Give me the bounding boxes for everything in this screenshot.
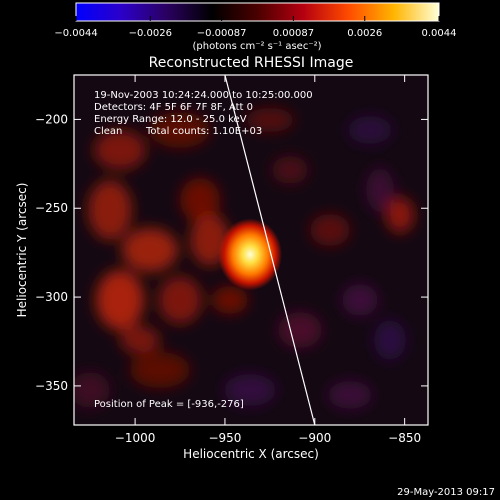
heatmap-patch bbox=[348, 116, 392, 144]
heatmap-patch bbox=[374, 320, 406, 360]
heatmap-image bbox=[74, 108, 414, 409]
heatmap-patch bbox=[224, 374, 276, 406]
peak-source bbox=[218, 218, 283, 291]
heatmap-patch bbox=[94, 130, 146, 170]
colorbar-tick-label: 0.0026 bbox=[347, 28, 382, 39]
info-annotations: 19-Nov-2003 10:24:24.000 to 10:25:00.000… bbox=[94, 90, 313, 410]
x-axis-label: Heliocentric X (arcsec) bbox=[183, 447, 319, 461]
x-tick-label: −850 bbox=[388, 431, 421, 445]
x-tick-label: −1000 bbox=[115, 431, 156, 445]
colorbar-tick-label: 0.00087 bbox=[273, 28, 314, 39]
heatmap-patch bbox=[88, 180, 132, 240]
heatmap-patch bbox=[328, 381, 372, 409]
colorbar-unit-label: (photons cm⁻² s⁻¹ asec⁻²) bbox=[192, 41, 321, 52]
colorbar-gradient bbox=[75, 2, 440, 22]
heatmap-patch bbox=[212, 286, 248, 314]
heatmap-patch bbox=[342, 284, 378, 316]
x-tick-label: −950 bbox=[208, 431, 241, 445]
y-axis-label: Heliocentric Y (arcsec) bbox=[15, 183, 29, 318]
y-tick-label: −350 bbox=[35, 379, 68, 393]
heatmap-patch bbox=[96, 270, 144, 330]
solar-limb-line bbox=[224, 74, 316, 426]
heatmap-patch bbox=[310, 214, 350, 246]
chart-title: Reconstructed RHESSI Image bbox=[149, 55, 354, 71]
heatmap-patch bbox=[120, 326, 160, 354]
colorbar-ticks: −0.0044 −0.0026 −0.00087 0.00087 0.0026 0.004… bbox=[54, 16, 457, 39]
y-tick-label: −250 bbox=[35, 201, 68, 215]
annotation-algorithm: Clean bbox=[94, 126, 122, 137]
heatmap-patch bbox=[278, 312, 322, 348]
heatmap-patch bbox=[150, 112, 210, 148]
axis-ticks: −1000 −950 −900 −850 −200 −250 −300 −350 bbox=[35, 75, 428, 445]
heatmap-patch bbox=[74, 372, 110, 408]
colorbar-tick-label: 0.0044 bbox=[422, 28, 457, 39]
annotation-time-range: 19-Nov-2003 10:24:24.000 to 10:25:00.000 bbox=[94, 90, 313, 101]
annotation-detectors: Detectors: 4F 5F 6F 7F 8F, Att 0 bbox=[94, 102, 253, 113]
heatmap-patch bbox=[130, 352, 190, 388]
heatmap-patch bbox=[180, 178, 220, 222]
heatmap-patch bbox=[158, 276, 202, 324]
plot-frame bbox=[73, 74, 429, 426]
colorbar-tick-label: −0.0026 bbox=[129, 28, 172, 39]
colorbar-tick-label: −0.00087 bbox=[197, 28, 247, 39]
x-tick-label: −900 bbox=[298, 431, 331, 445]
heatmap-patch bbox=[366, 168, 394, 212]
plot-area: −1000 −950 −900 −850 −200 −250 −300 −350 bbox=[35, 74, 429, 445]
colorbar-tick-label: −0.0044 bbox=[54, 28, 97, 39]
heatmap-patch bbox=[386, 197, 414, 233]
colorbar: −0.0044 −0.0026 −0.00087 0.00087 0.0026 0.004… bbox=[54, 2, 457, 52]
annotation-total-counts: Total counts: 1.10E+03 bbox=[145, 126, 262, 137]
peak-position-label: Position of Peak = [-936,-276] bbox=[94, 399, 244, 410]
heatmap-patch bbox=[122, 228, 178, 272]
heatmap-patch bbox=[246, 108, 294, 132]
plot-timestamp: 29-May-2013 09:17 bbox=[397, 487, 495, 498]
annotation-energy-range: Energy Range: 12.0 - 25.0 keV bbox=[94, 114, 247, 125]
y-tick-label: −200 bbox=[35, 112, 68, 126]
y-tick-label: −300 bbox=[35, 290, 68, 304]
heatmap-patch bbox=[272, 156, 308, 184]
heatmap-texture bbox=[74, 108, 414, 409]
